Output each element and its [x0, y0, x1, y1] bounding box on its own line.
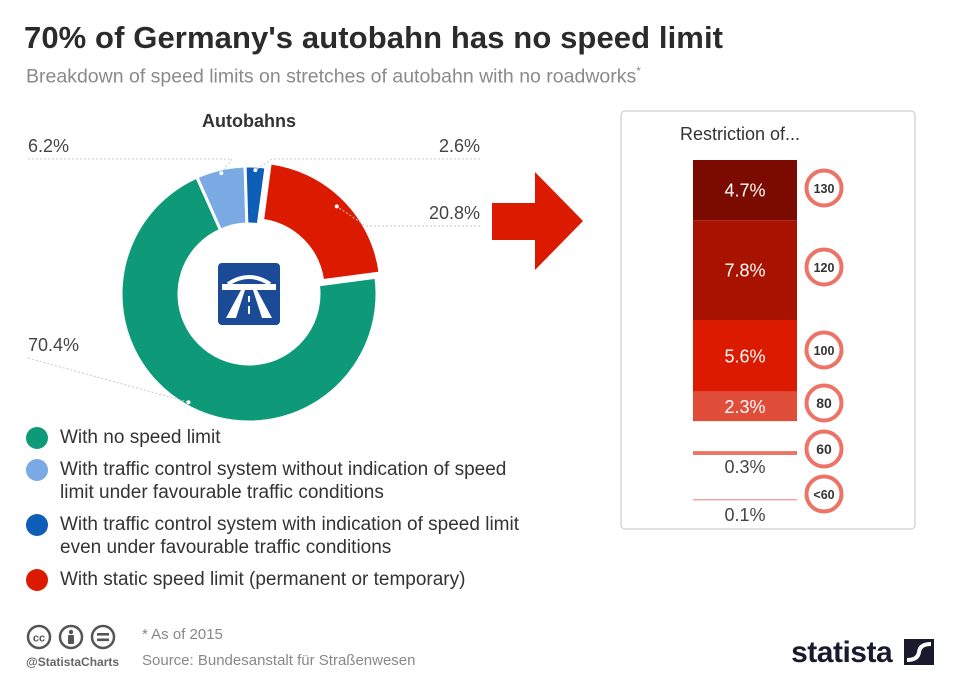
donut-slice — [260, 161, 382, 283]
donut-value-label: 6.2% — [28, 136, 69, 156]
cc-icon: cc — [26, 624, 52, 650]
restriction-value-label: 5.6% — [724, 346, 765, 366]
donut-title: Autobahns — [202, 111, 296, 131]
restriction-bar — [693, 220, 797, 320]
speed-limit-label: 60 — [816, 441, 832, 457]
footer-source: Source: Bundesanstalt für Straßenwesen — [142, 652, 416, 669]
speed-limit-label: 120 — [814, 261, 835, 275]
restriction-value-label: 0.1% — [724, 505, 765, 525]
donut-slice — [243, 164, 268, 227]
legend-label: With static speed limit (permanent or te… — [60, 569, 466, 590]
donut-value-label: 70.4% — [28, 335, 79, 355]
leader-dot — [253, 168, 258, 173]
right-arrow-icon — [492, 172, 583, 270]
legend-item-no-limit: With no speed limit — [26, 426, 586, 449]
restriction-bar — [693, 391, 797, 422]
speed-limit-label: <60 — [813, 488, 834, 502]
donut-value-label: 2.6% — [439, 136, 480, 156]
subtitle-mark: * — [636, 64, 641, 78]
legend-swatch — [26, 427, 48, 449]
legend-swatch — [26, 569, 48, 591]
restriction-bar — [693, 160, 797, 221]
legend-label: With traffic control system with indicat… — [60, 514, 519, 558]
autobahn-sign-icon — [218, 263, 280, 325]
speed-limit-label: 80 — [816, 395, 832, 411]
speed-limit-sign-icon: <60 — [804, 474, 844, 514]
subtitle-text: Breakdown of speed limits on stretches o… — [26, 65, 637, 88]
restriction-bars: 4.7% 7.8% 5.6% 2.3% 0.3% 0.1% 130 120 100 80 60 <60 — [693, 160, 844, 525]
restriction-value-label: 0.3% — [724, 457, 765, 477]
leader-line — [255, 158, 480, 171]
donut-slice — [119, 175, 379, 424]
restriction-value-label: 4.7% — [724, 181, 765, 201]
chart-title: 70% of Germany's autobahn has no speed l… — [24, 20, 724, 55]
license-icons: cc — [26, 624, 126, 657]
bar-title: Restriction of... — [680, 124, 800, 144]
speed-limit-sign-icon: 80 — [804, 383, 844, 423]
nd-icon — [90, 624, 116, 650]
by-icon — [58, 624, 84, 650]
legend-label: With no speed limit — [60, 427, 221, 448]
statista-logo[interactable]: statista — [791, 636, 934, 670]
legend-swatch — [26, 514, 48, 536]
restriction-value-label: 2.3% — [724, 397, 765, 417]
leader-dot — [219, 171, 224, 176]
footer-note: * As of 2015 — [142, 626, 223, 643]
donut-value-label: 20.8% — [429, 203, 480, 223]
restriction-bar — [693, 451, 797, 455]
svg-text:cc: cc — [33, 633, 45, 645]
leader-line — [28, 158, 234, 174]
legend-item-traffic-control-with: With traffic control system with indicat… — [26, 513, 560, 559]
chart-subtitle: Breakdown of speed limits on stretches o… — [26, 64, 641, 89]
leader-line — [336, 205, 480, 227]
footer-handle[interactable]: @StatistaCharts — [26, 655, 120, 669]
speed-limit-label: 100 — [814, 344, 835, 358]
speed-limit-sign-icon: 100 — [804, 330, 844, 370]
donut-labels: 70.4% 6.2% 2.6% 20.8% — [27, 136, 480, 405]
donut-chart — [119, 161, 382, 424]
legend-label: With traffic control system without indi… — [60, 459, 507, 503]
legend: With no speed limit With traffic control… — [26, 426, 586, 600]
statista-logo-icon — [904, 639, 934, 665]
brand-name: statista — [791, 636, 893, 669]
legend-item-static-limit: With static speed limit (permanent or te… — [26, 568, 586, 591]
leader-dot — [186, 400, 191, 405]
speed-limit-sign-icon: 130 — [804, 168, 844, 208]
restriction-bar — [693, 498, 797, 501]
restriction-value-label: 7.8% — [724, 261, 765, 281]
speed-limit-sign-icon: 120 — [804, 247, 844, 287]
leader-dot — [334, 204, 339, 209]
legend-swatch — [26, 459, 48, 481]
legend-item-traffic-control-without: With traffic control system without indi… — [26, 458, 530, 504]
restriction-bar — [693, 320, 797, 392]
speed-limit-label: 130 — [814, 182, 835, 196]
speed-limit-sign-icon: 60 — [804, 429, 844, 469]
